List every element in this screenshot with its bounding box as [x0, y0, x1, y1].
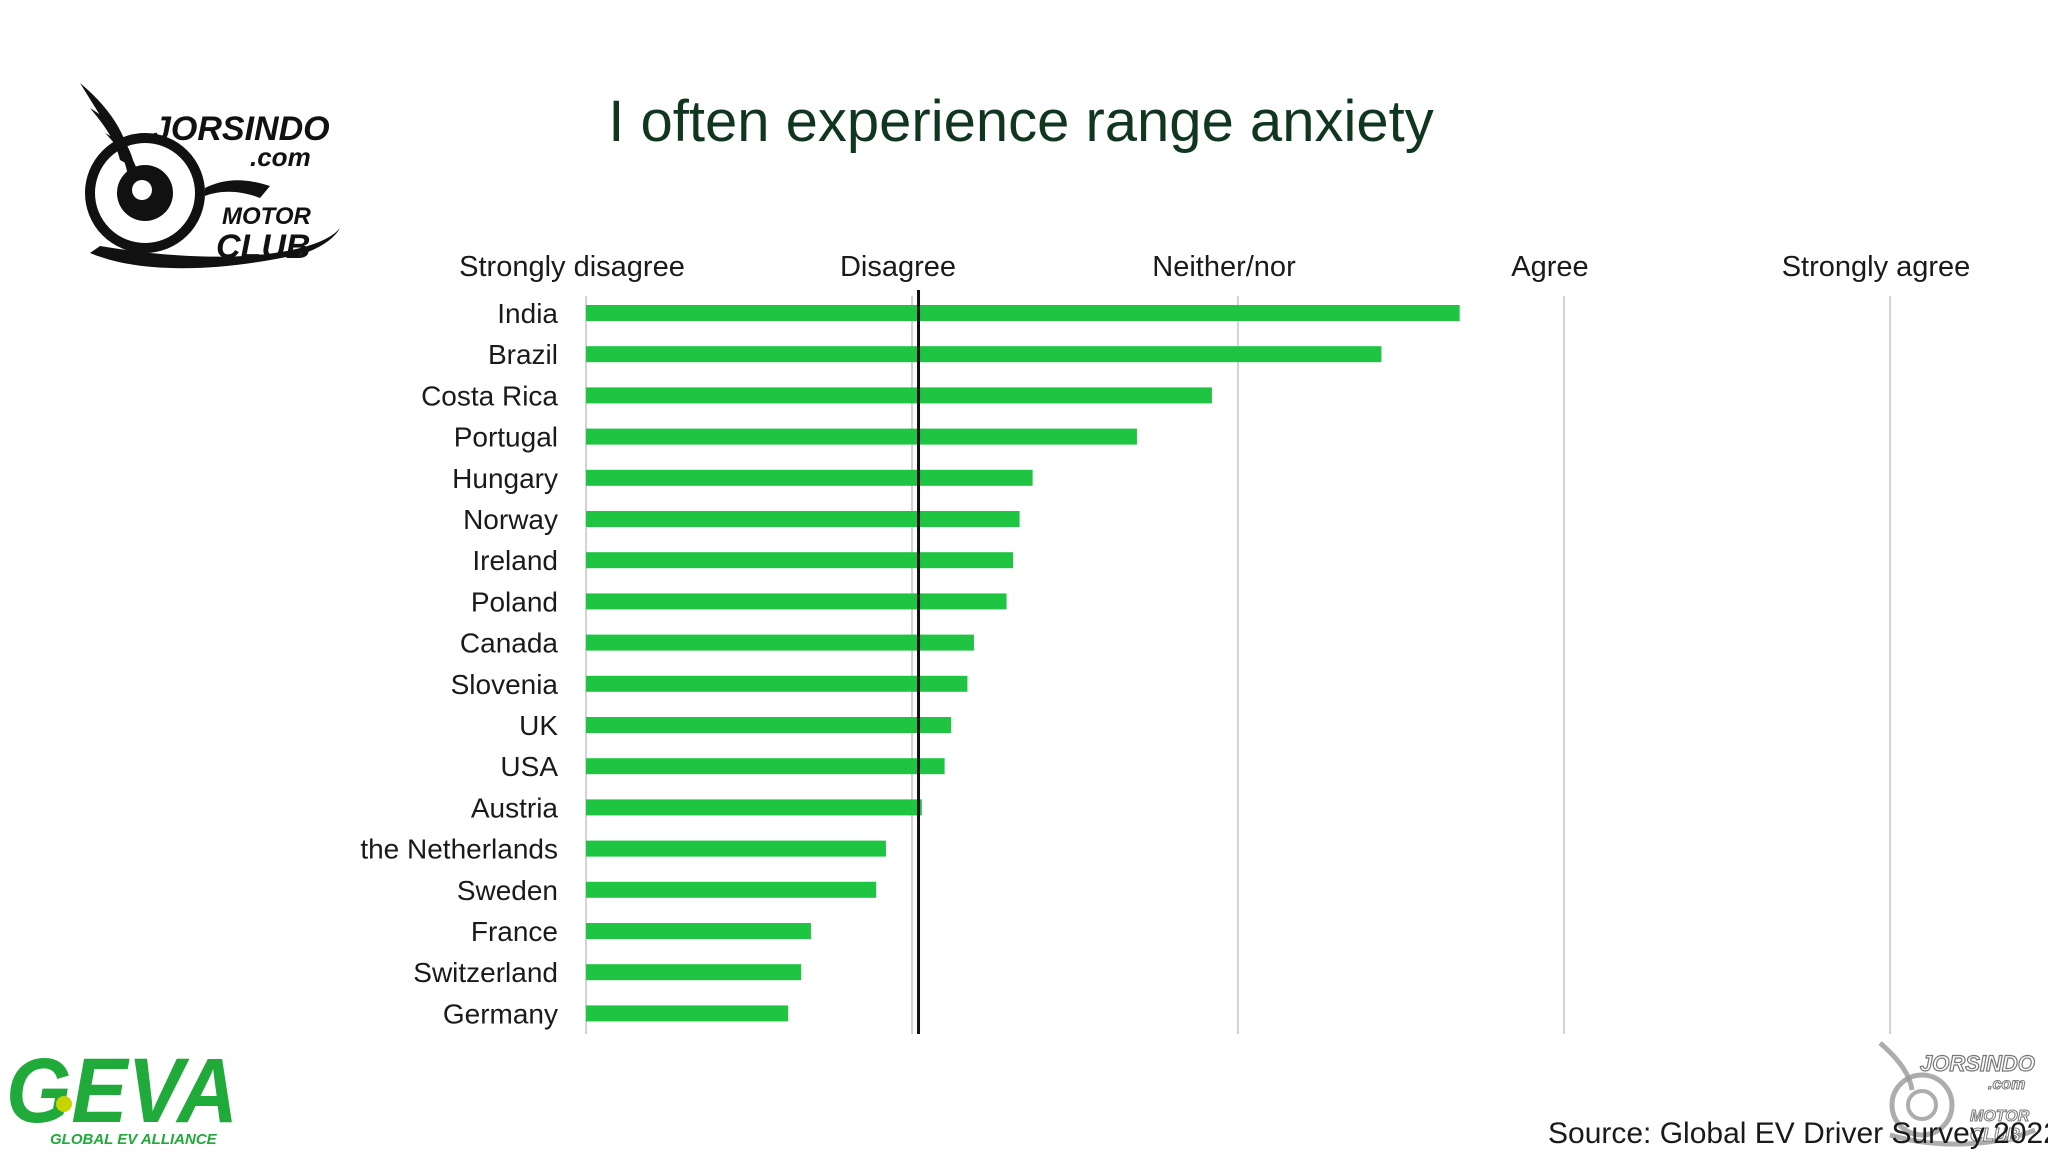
bar-switzerland: [586, 964, 802, 981]
scale-labels: Strongly disagree Disagree Neither/nor Agre…: [459, 251, 1970, 283]
bar-the-netherlands: [586, 840, 886, 857]
category-label: Brazil: [488, 339, 558, 370]
bar-india: [586, 305, 1460, 321]
bar-slovenia: [586, 675, 968, 692]
category-label: Germany: [443, 998, 558, 1029]
source-note: Source: Global EV Driver Survey 2022: [1548, 1117, 2048, 1150]
bar-canada: [586, 634, 974, 651]
bar-usa: [586, 758, 945, 775]
bar-hungary: [586, 469, 1033, 486]
category-label: Ireland: [472, 545, 558, 576]
category-label: Poland: [471, 586, 558, 617]
bars: [586, 305, 1460, 1022]
bar-norway: [586, 511, 1020, 527]
scale-label: Neither/nor: [1152, 251, 1296, 283]
category-label: India: [497, 298, 558, 329]
watermark-text-jorsindo: JORSINDO: [1920, 1051, 2035, 1076]
bar-portugal: [586, 428, 1137, 445]
category-label: the Netherlands: [360, 834, 558, 865]
logo-text-jorsindo: JORSINDO: [152, 110, 330, 148]
watermark-text-com: .com: [1988, 1076, 2025, 1093]
bar-sweden: [586, 881, 877, 898]
category-label: Costa Rica: [421, 380, 558, 411]
category-label: Switzerland: [413, 957, 558, 988]
chart-title: I often experience range anxiety: [608, 89, 1434, 154]
category-label: USA: [500, 751, 558, 782]
logo-text-motor: MOTOR: [222, 203, 312, 230]
geva-logo-text: GEVA: [6, 1048, 238, 1142]
bar-germany: [586, 1005, 789, 1022]
bar-france: [586, 923, 811, 939]
category-label: Hungary: [452, 463, 558, 494]
geva-logo-icon: GEVA GLOBAL EV ALLIANCE: [6, 1048, 238, 1148]
grid-lines: [585, 296, 1891, 1034]
category-label: Sweden: [457, 875, 558, 906]
bar-brazil: [586, 346, 1382, 363]
watermark-text-motor: MOTOR: [1970, 1108, 2030, 1125]
bar-austria: [586, 799, 922, 816]
watermark-text-club: CLUB: [1970, 1125, 2020, 1145]
category-label: Austria: [471, 792, 559, 823]
logo-text-club: CLUB: [216, 228, 310, 266]
jorsindo-logo-icon: JORSINDO .com MOTOR CLUB: [80, 83, 340, 269]
category-label: France: [471, 916, 558, 947]
bar-ireland: [586, 552, 1014, 569]
category-label: Slovenia: [451, 669, 559, 700]
bar-uk: [586, 717, 952, 733]
category-labels: India Brazil Costa Rica Portugal Hungary Norw…: [360, 298, 558, 1029]
geva-tagline: GLOBAL EV ALLIANCE: [50, 1131, 218, 1148]
category-label: Portugal: [454, 422, 558, 453]
bar-costa-rica: [586, 387, 1212, 404]
jorsindo-watermark-icon: JORSINDO .com MOTOR CLUB: [1878, 1041, 2036, 1147]
scale-label: Disagree: [840, 251, 956, 283]
category-label: Canada: [460, 628, 559, 659]
category-label: UK: [519, 710, 558, 741]
bar-poland: [586, 593, 1007, 610]
scale-label: Strongly agree: [1782, 251, 1971, 283]
scale-label: Strongly disagree: [459, 251, 685, 283]
logo-text-com: .com: [250, 142, 311, 172]
category-label: Norway: [463, 504, 558, 535]
scale-label: Agree: [1511, 251, 1588, 283]
